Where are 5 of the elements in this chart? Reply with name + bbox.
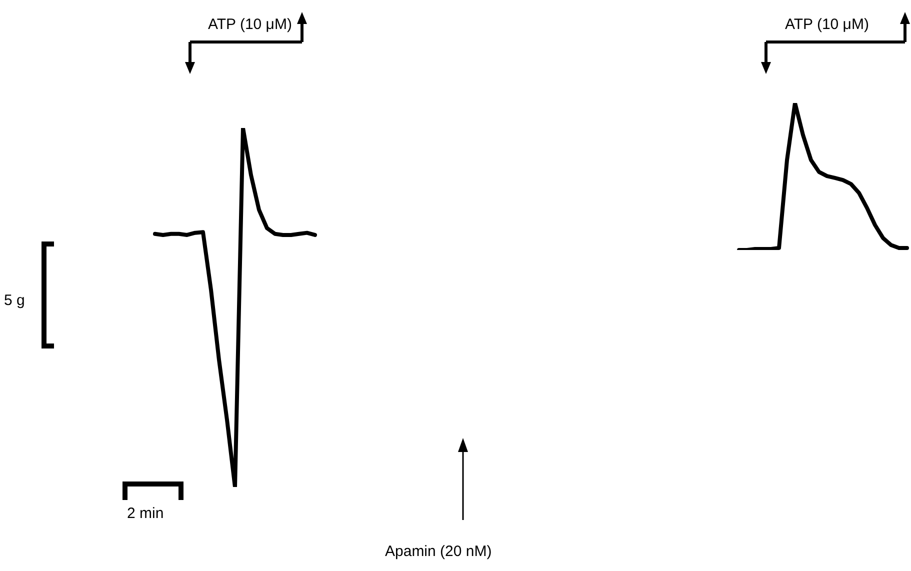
text: 2 min xyxy=(127,505,164,522)
text: ATP (10 μM) xyxy=(208,16,292,33)
text: ATP (10 μM) xyxy=(785,16,869,33)
text: Apamin (20 nM) xyxy=(385,543,492,560)
text: 5 g xyxy=(4,292,25,309)
